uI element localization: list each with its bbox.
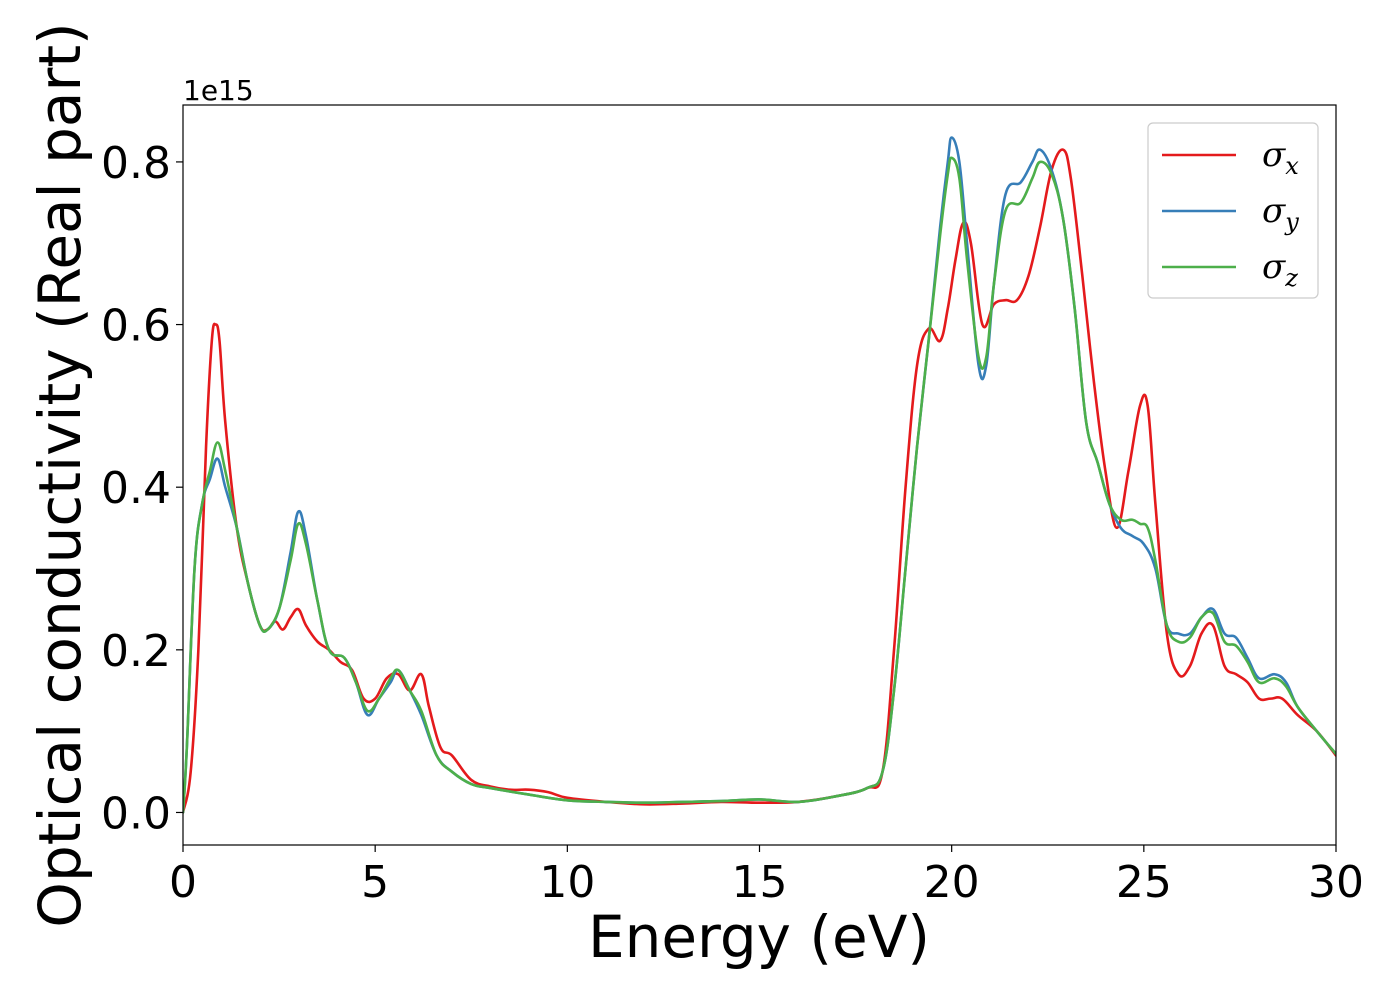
x-tick-label: 20 (924, 857, 980, 908)
x-tick-label: 15 (732, 857, 788, 908)
y-tick-label: 0.4 (101, 463, 171, 514)
legend-label-x: σx (1262, 135, 1299, 180)
y-tick-label: 0.6 (101, 301, 171, 352)
y-axis: 0.0 0.2 0.4 0.6 0.8 (101, 138, 183, 839)
y-tick-label: 0.2 (101, 626, 171, 677)
x-tick-label: 10 (539, 857, 595, 908)
x-tick-label: 5 (361, 857, 389, 908)
x-tick-label: 30 (1308, 857, 1364, 908)
x-axis-label: Energy (eV) (588, 903, 930, 971)
x-axis: 0 5 10 15 20 25 30 (169, 845, 1364, 908)
y-tick-label: 0.0 (101, 788, 171, 839)
y-tick-label: 0.8 (101, 138, 171, 189)
x-tick-label: 0 (169, 857, 197, 908)
y-axis-label: Optical conductivity (Real part) (26, 22, 94, 927)
y-offset-label: 1e15 (183, 74, 254, 107)
legend-label-y: σy (1262, 191, 1299, 236)
legend-label-z: σz (1262, 247, 1298, 292)
series-line-z (183, 156, 1336, 814)
legend: σx σy σz (1147, 122, 1319, 299)
plot-area (183, 136, 1336, 814)
x-tick-label: 25 (1116, 857, 1172, 908)
